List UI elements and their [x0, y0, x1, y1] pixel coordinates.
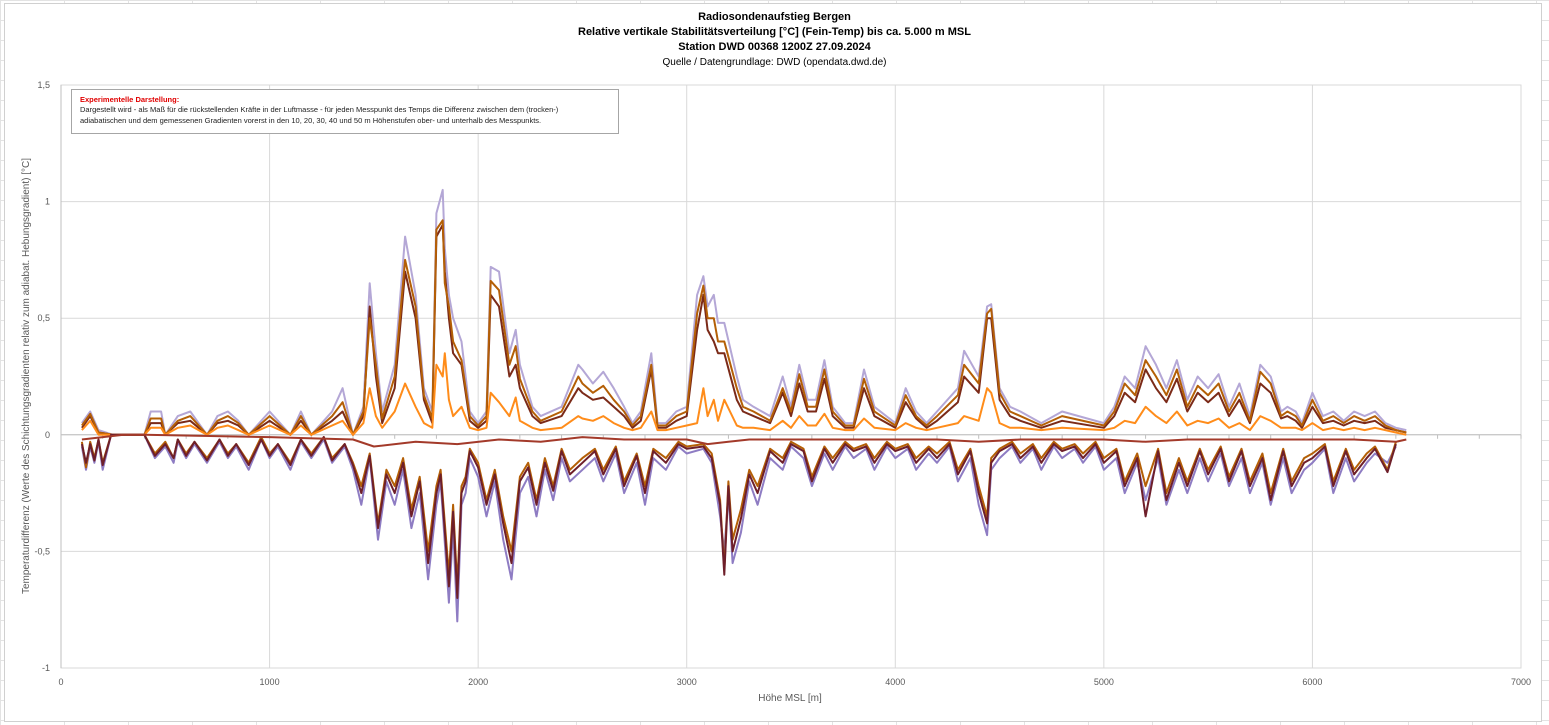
- series-lines: [80, 188, 1407, 623]
- chart-title: Radiosondenaufstieg Bergen Relative vert…: [0, 10, 1549, 70]
- x-tick-label: 2000: [468, 677, 488, 687]
- series-line-below-30m: [80, 433, 1397, 588]
- series-line-above-50m: [81, 188, 1407, 436]
- series-line-above-40m: [81, 223, 1407, 436]
- y-tick-label: 0: [45, 430, 50, 440]
- annotation-textbox[interactable]: Experimentelle Darstellung: Dargestellt …: [71, 89, 619, 134]
- annotation-heading: Experimentelle Darstellung:: [80, 95, 180, 104]
- y-tick-label: 1: [45, 197, 50, 207]
- y-tick-label: -0,5: [34, 546, 50, 556]
- axes: [60, 85, 1522, 668]
- title-line-2: Relative vertikale Stabilitätsverteilung…: [578, 26, 971, 38]
- gridlines: [60, 84, 1522, 669]
- x-tick-label: 3000: [677, 677, 697, 687]
- x-tick-label: 7000: [1511, 677, 1531, 687]
- series-line-below-20m: [80, 433, 1397, 599]
- y-axis-title: Temperaturdifferenz (Werte des Schichtun…: [21, 158, 32, 594]
- x-axis-title: Höhe MSL [m]: [758, 693, 822, 704]
- x-tick-label: 4000: [885, 677, 905, 687]
- title-line-3: Station DWD 00368 1200Z 27.09.2024: [678, 41, 871, 53]
- series-line-above-30m: [81, 219, 1407, 436]
- series-line-below-10m: [81, 433, 1407, 448]
- x-tick-label: 6000: [1302, 677, 1322, 687]
- y-tick-label: 1,5: [37, 80, 50, 90]
- source-line: Quelle / Datengrundlage: DWD (opendata.d…: [662, 57, 887, 68]
- annotation-line-2: adiabatischen und dem gemessenen Gradien…: [80, 115, 542, 125]
- x-tick-label: 1000: [260, 677, 280, 687]
- x-tick-label: 5000: [1094, 677, 1114, 687]
- title-line-1: Radiosondenaufstieg Bergen: [698, 11, 851, 23]
- annotation-line-1: Dargestellt wird - als Maß für die rücks…: [80, 105, 559, 114]
- y-tick-label: -1: [42, 663, 50, 673]
- series-line-above-10m: [81, 352, 1407, 436]
- x-tick-label: 0: [58, 677, 63, 687]
- plot-area-border: [60, 84, 1522, 669]
- y-tick-label: 0,5: [37, 313, 50, 323]
- tick-labels: 0 1000 2000 3000 4000 5000 6000 7000 -1 -0,5 0 0,5 1…: [34, 80, 1531, 687]
